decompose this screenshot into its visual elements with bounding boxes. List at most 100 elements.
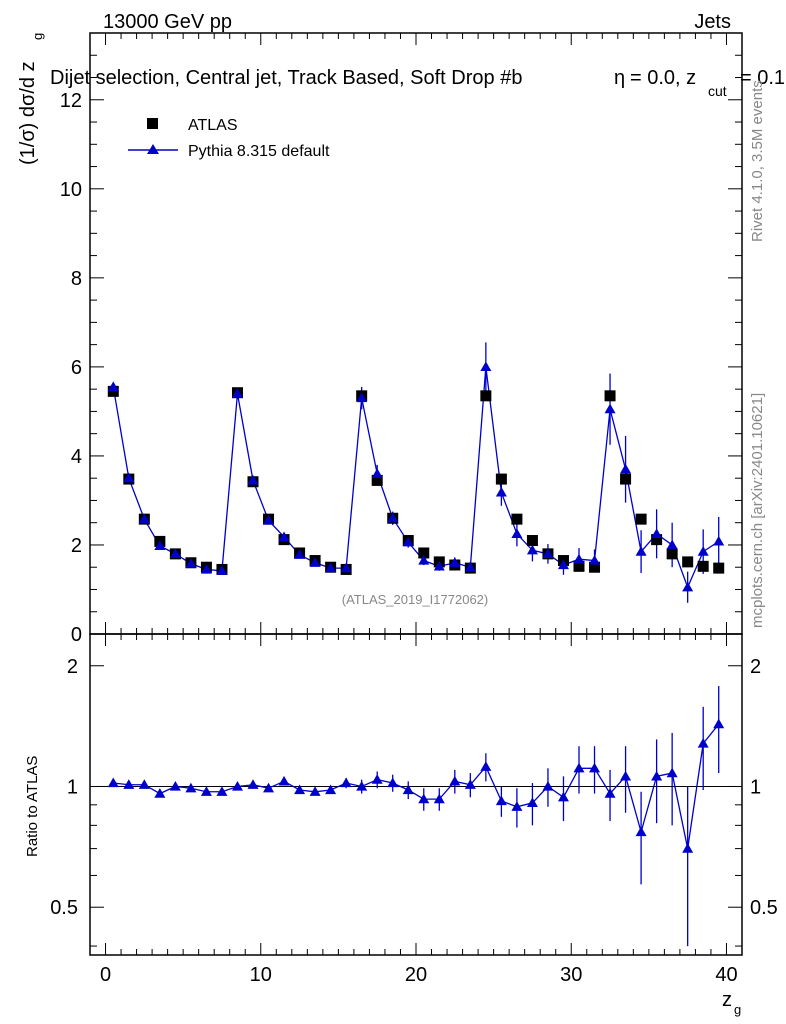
jets-label: Jets [694,11,731,33]
ratio-point [185,782,197,793]
ratio-point [542,780,554,791]
ratio-point [371,774,383,784]
ratio-point [263,782,275,793]
atlas-point [511,513,523,525]
ratio-point [418,793,430,804]
ratio-point [651,770,663,781]
pythia-point [371,468,383,478]
pythia-point [200,563,212,574]
legend: ATLAS Pythia 8.315 default [128,117,330,160]
ratio-point [620,770,632,781]
plot-title-main: Dijet selection, Central jet, Track Base… [50,67,522,89]
ratio-point [464,779,476,789]
pythia-point [263,514,275,525]
pythia-point [464,561,476,572]
ratio-point [138,779,150,789]
y-axis-label-main-sub: g [30,33,45,40]
pythia-point [387,512,399,523]
pythia-point [356,392,368,403]
ratio-series-line [113,723,720,849]
pythia-point [107,381,119,392]
pythia-point [278,531,290,542]
atlas-point [682,556,694,568]
pythia-point [247,474,259,485]
ratio-point [433,793,445,804]
ratio-point [557,791,569,802]
ratio-point [573,762,585,773]
y-tick-label-main: 4 [71,446,82,468]
ratio-point [294,784,306,795]
ratio-point [356,780,368,791]
atlas-point [480,390,492,402]
y-tick-label-main: 8 [71,268,82,290]
plot-title-eta: η [614,67,625,89]
legend-atlas-label: ATLAS [188,117,238,134]
y-tick-label-ratio-right: 1 [750,776,761,798]
ratio-point [309,786,321,796]
ratio-point [604,788,616,798]
atlas-point [107,385,119,397]
ratio-point [635,826,647,837]
atlas-point [589,561,601,573]
plot-title: Dijet selection, Central jet, Track Base… [50,67,522,89]
legend-pythia-marker [147,144,159,154]
y-tick-label-main: 0 [71,624,82,646]
pythia-point [216,565,228,575]
ratio-point [200,786,212,796]
pythia-point [557,559,569,570]
pythia-point [697,546,709,556]
plot-title-end: = 0.1 [740,67,785,89]
x-tick-label: 30 [560,964,582,986]
pythia-point [589,555,601,565]
pythia-point [169,548,181,558]
atlas-point [666,548,678,560]
ratio-point [449,775,461,786]
pythia-point [713,535,725,546]
ratio-point [713,718,725,729]
ratio-point [682,843,694,853]
pythia-point [294,549,306,559]
plot-title-suffix: = 0.0, z [630,67,696,89]
ratio-point [402,784,414,795]
pythia-point [309,557,321,567]
x-tick-label: 20 [405,964,427,986]
ratio-point [495,795,507,806]
pythia-point [325,562,337,573]
y-axis-label-main-text: (1/σ) dσ/d z [17,61,39,165]
ratio-point [697,737,709,748]
pythia-point [573,553,585,564]
pythia-point [511,528,523,538]
ratio-point [278,775,290,786]
x-axis-label: z [722,989,732,1011]
y-tick-label-main: 10 [60,179,82,201]
pythia-point [635,546,647,556]
atlas-point [620,473,632,485]
y-tick-label-main: 12 [60,90,82,112]
pythia-point [433,560,445,571]
ratio-point [247,779,259,789]
pythia-point [449,557,461,567]
atlas-point [713,562,725,574]
x-tick-label: 0 [100,964,111,986]
pythia-point [666,539,678,550]
pythia-point [495,486,507,497]
pythia-point [620,463,632,474]
atlas-point [573,560,585,572]
analysis-watermark: (ATLAS_2019_I1772062) [342,592,488,607]
atlas-point [651,534,663,546]
atlas-point [418,547,430,559]
ratio-point [387,777,399,788]
x-tick-label: 10 [250,964,272,986]
plot-title-sub: cut [708,83,727,99]
ratio-point [666,767,678,778]
pythia-point [154,540,166,550]
atlas-point [495,473,507,485]
pythia-series-line [112,366,720,590]
pythia-point [651,528,663,538]
pythia-point [402,536,414,547]
ratio-point [231,780,243,791]
pythia-point [682,581,694,592]
ratio-point [107,777,119,788]
x-tick-label: 40 [715,964,737,986]
pythia-point [480,361,492,372]
